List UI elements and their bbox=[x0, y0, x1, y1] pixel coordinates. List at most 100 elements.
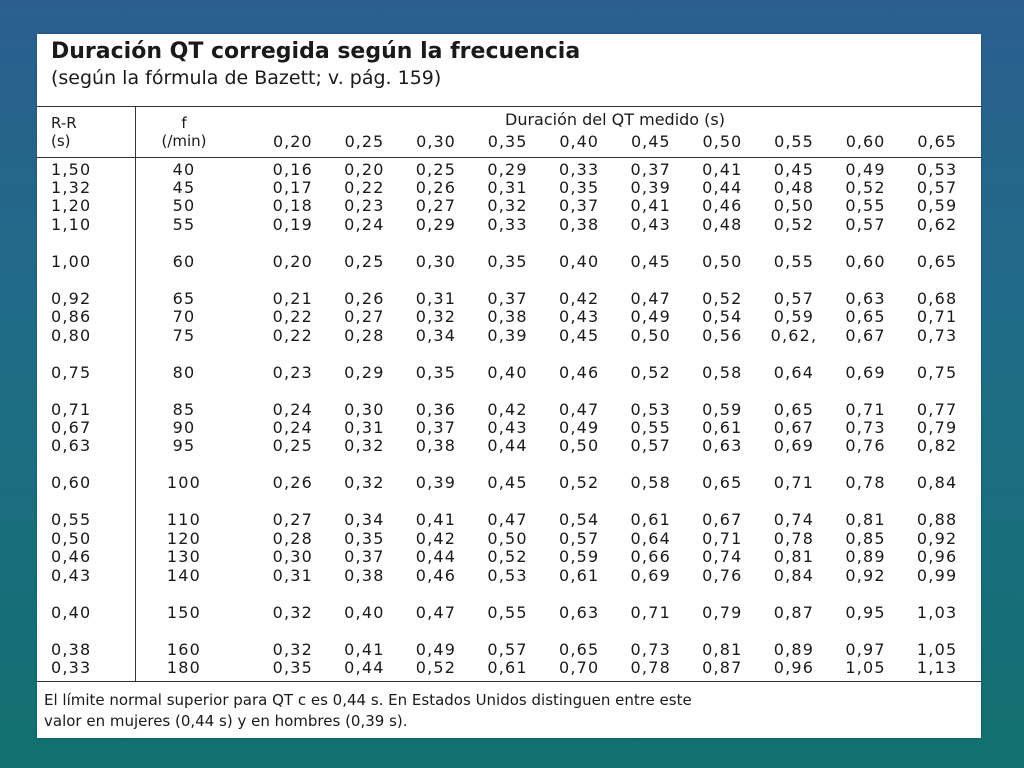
qtc-cell: 0,39 bbox=[630, 177, 671, 197]
qtc-cell: 0,29 bbox=[487, 159, 528, 179]
qtc-cell: 0,35 bbox=[344, 528, 385, 548]
qtc-cell: 0,44 bbox=[702, 177, 743, 197]
qtc-cell: 0,38 bbox=[558, 214, 600, 234]
qtc-cell: 0,40 bbox=[344, 602, 385, 622]
qtc-cell: 0,33 bbox=[558, 159, 600, 179]
qt-measured-header: Duración del QT medido (s) bbox=[505, 110, 725, 129]
qtc-cell: 0,57 bbox=[487, 639, 528, 659]
qtc-cell: 0,27 bbox=[272, 510, 314, 530]
rr-cell: 0,75 bbox=[51, 362, 92, 382]
qtc-cell: 0,18 bbox=[272, 196, 314, 216]
table-row: 0,38 160 0,32 0,41 0,49 0,57 0,65 0,73 0,81 0,89 0… bbox=[37, 639, 981, 659]
rr-header-unit: (s) bbox=[51, 132, 71, 150]
qtc-cell: 0,61 bbox=[630, 510, 671, 530]
qtc-cell: 0,54 bbox=[558, 510, 600, 530]
qtc-cell: 0,49 bbox=[558, 417, 600, 437]
qtc-values: 0,22 0,28 0,34 0,39 0,45 0,50 0,56 0,62, 0,67 0,7… bbox=[257, 326, 973, 345]
qtc-cell: 0,61 bbox=[558, 565, 600, 585]
qtc-cell: 0,41 bbox=[702, 159, 743, 179]
table-row: 0,43 140 0,31 0,38 0,46 0,53 0,61 0,69 0,76 0,84 0… bbox=[37, 566, 981, 585]
qtc-cell: 0,45 bbox=[487, 473, 528, 493]
qtc-cell: 0,32 bbox=[344, 436, 385, 456]
frequency-cell: 75 bbox=[172, 325, 196, 345]
qtc-cell: 0,81 bbox=[702, 639, 743, 659]
rr-cell: 0,67 bbox=[51, 417, 92, 437]
qt-table-card: Duración QT corregida según la frecuenci… bbox=[37, 34, 981, 738]
qtc-cell: 0,73 bbox=[916, 325, 958, 345]
qtc-cell: 0,96 bbox=[773, 657, 815, 677]
qtc-cell: 0,55 bbox=[487, 602, 528, 622]
qtc-cell: 1,03 bbox=[916, 602, 958, 622]
qtc-cell: 0,37 bbox=[558, 196, 600, 216]
bottom-rule bbox=[37, 681, 981, 682]
qtc-cell: 0,49 bbox=[845, 159, 886, 179]
qtc-cell: 0,25 bbox=[415, 159, 457, 179]
qtc-cell: 0,54 bbox=[702, 307, 743, 327]
qtc-values: 0,35 0,44 0,52 0,61 0,70 0,78 0,87 0,96 1,05 1,13 bbox=[257, 658, 973, 677]
rr-cell: 1,00 bbox=[51, 251, 92, 271]
top-rule bbox=[37, 106, 981, 107]
qtc-cell: 0,38 bbox=[415, 436, 457, 456]
qtc-cell: 0,19 bbox=[272, 214, 314, 234]
qtc-values: 0,20 0,25 0,30 0,35 0,40 0,45 0,50 0,55 0,60 0,65 bbox=[257, 252, 973, 271]
page-subtitle: (según la fórmula de Bazett; v. pág. 159… bbox=[51, 67, 442, 89]
rr-cell: 0,33 bbox=[51, 657, 92, 677]
table-row: 1,32 45 0,17 0,22 0,26 0,31 0,35 0,39 0,44 0,48 0,… bbox=[37, 177, 981, 197]
qtc-values: 0,24 0,30 0,36 0,42 0,47 0,53 0,59 0,65 0,71 0,77 bbox=[257, 400, 973, 419]
rr-cell: 1,20 bbox=[51, 196, 92, 216]
qtc-cell: 0,32 bbox=[487, 196, 528, 216]
table-row: 0,71 85 0,24 0,30 0,36 0,42 0,47 0,53 0,59 0,65 0,… bbox=[37, 399, 981, 419]
qtc-cell: 0,42 bbox=[487, 399, 528, 419]
qtc-cell: 0,42 bbox=[558, 288, 600, 308]
qtc-cell: 0,53 bbox=[630, 399, 671, 419]
qtc-values: 0,31 0,38 0,46 0,53 0,61 0,69 0,76 0,84 0,92 0,99 bbox=[257, 566, 973, 585]
qtc-cell: 0,57 bbox=[845, 214, 886, 234]
frequency-cell: 90 bbox=[172, 417, 196, 437]
qtc-cell: 0,76 bbox=[702, 565, 743, 585]
qtc-cell: 0,49 bbox=[630, 307, 671, 327]
qtc-cell: 0,47 bbox=[487, 510, 528, 530]
frequency-cell: 60 bbox=[172, 251, 196, 271]
footnote-line-2: valor en mujeres (0,44 s) y en hombres (… bbox=[44, 712, 408, 730]
qtc-cell: 0,27 bbox=[415, 196, 457, 216]
qtc-values: 0,28 0,35 0,42 0,50 0,57 0,64 0,71 0,78 0,85 0,92 bbox=[257, 529, 973, 548]
rr-cell: 0,60 bbox=[51, 473, 92, 493]
qtc-cell: 0,22 bbox=[344, 177, 385, 197]
frequency-cell: 160 bbox=[166, 639, 202, 659]
qtc-values: 0,23 0,29 0,35 0,40 0,46 0,52 0,58 0,64 0,69 0,75 bbox=[257, 363, 973, 382]
page-title: Duración QT corregida según la frecuenci… bbox=[51, 39, 581, 64]
frequency-cell: 130 bbox=[166, 547, 202, 567]
qtc-cell: 0,62 bbox=[916, 214, 958, 234]
qtc-cell: 0,87 bbox=[702, 657, 743, 677]
f-header-label: f bbox=[181, 114, 187, 132]
qtc-cell: 0,50 bbox=[702, 251, 743, 271]
frequency-cell: 120 bbox=[166, 528, 202, 548]
qtc-cell: 0,64 bbox=[630, 528, 671, 548]
rr-cell: 0,71 bbox=[51, 399, 92, 419]
rr-cell: 0,50 bbox=[51, 528, 92, 548]
qtc-cell: 0,52 bbox=[630, 362, 671, 382]
qtc-cell: 0,69 bbox=[773, 436, 815, 456]
qtc-cell: 0,17 bbox=[272, 177, 314, 197]
qtc-values: 0,16 0,20 0,25 0,29 0,33 0,37 0,41 0,45 0,49 0,53 bbox=[257, 160, 973, 179]
qtc-cell: 0,81 bbox=[773, 547, 815, 567]
qtc-cell: 0,67 bbox=[773, 417, 815, 437]
qtc-cell: 0,42 bbox=[415, 528, 457, 548]
qtc-cell: 0,46 bbox=[415, 565, 457, 585]
rr-cell: 0,46 bbox=[51, 547, 92, 567]
qtc-cell: 0,34 bbox=[415, 325, 457, 345]
qtc-cell: 0,58 bbox=[630, 473, 671, 493]
table-row: 1,00 60 0,20 0,25 0,30 0,35 0,40 0,45 0,50 0,55 0,… bbox=[37, 251, 981, 271]
qtc-cell: 0,57 bbox=[630, 436, 671, 456]
rr-cell: 1,32 bbox=[51, 177, 92, 197]
f-header-unit: (/min) bbox=[161, 132, 207, 150]
qtc-cell: 0,48 bbox=[773, 177, 815, 197]
rr-cell: 0,55 bbox=[51, 510, 92, 530]
qtc-cell: 0,65 bbox=[916, 251, 958, 271]
qtc-cell: 0,35 bbox=[272, 657, 314, 677]
table-row: 1,50 40 0,16 0,20 0,25 0,29 0,33 0,37 0,41 0,45 0,… bbox=[37, 160, 981, 179]
qtc-cell: 0,55 bbox=[630, 417, 671, 437]
qtc-cell: 0,66 bbox=[630, 547, 671, 567]
qtc-cell: 0,52 bbox=[415, 657, 457, 677]
qtc-cell: 0,59 bbox=[558, 547, 600, 567]
